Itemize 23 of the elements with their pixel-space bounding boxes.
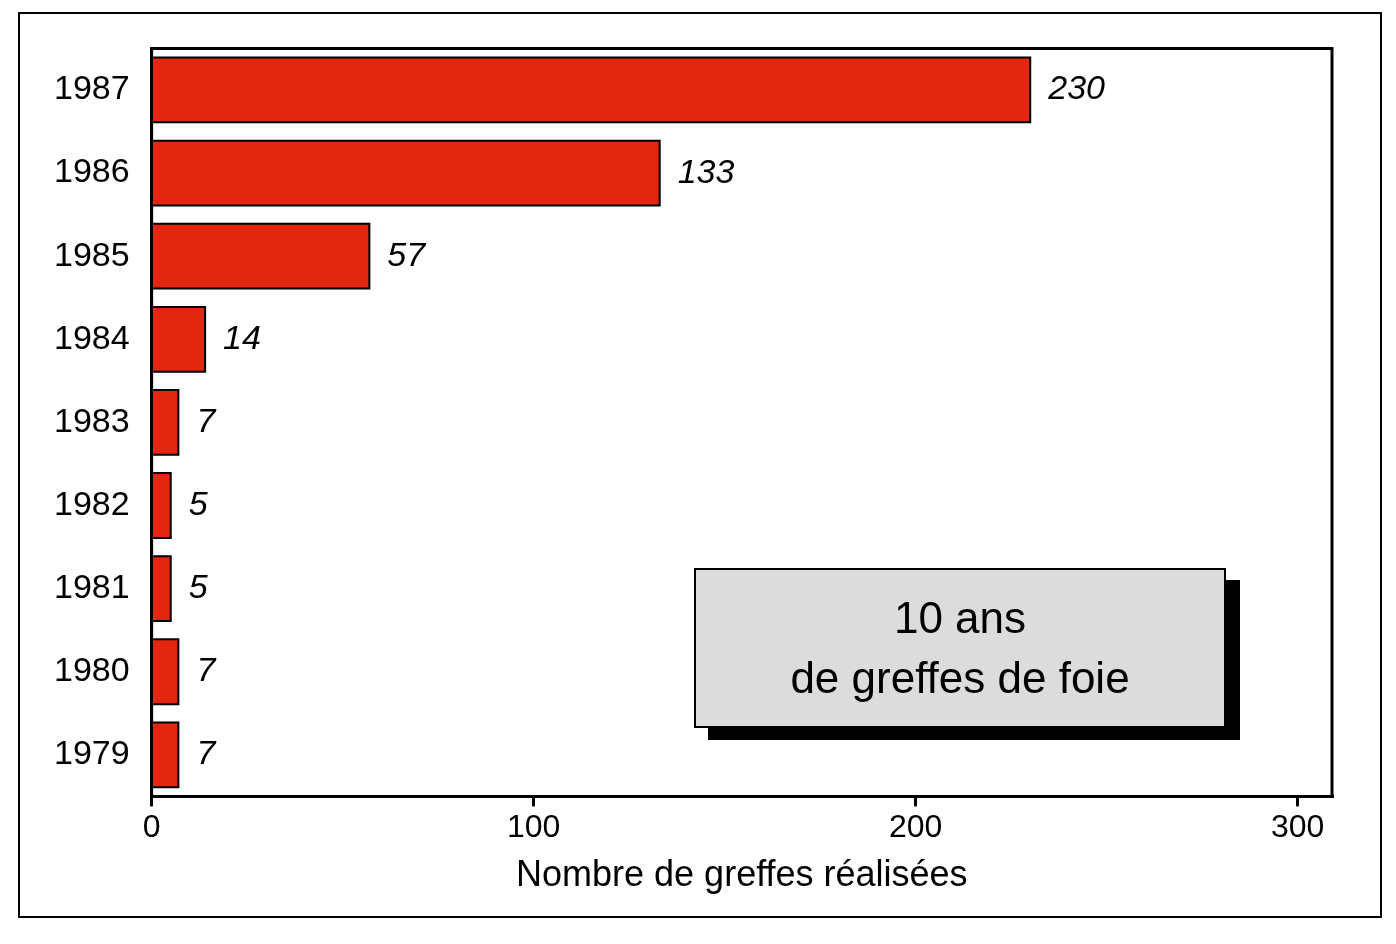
data-label: 7 — [196, 650, 217, 689]
y-tick-label: 1987 — [54, 68, 130, 107]
y-tick-label: 1980 — [54, 650, 130, 689]
data-label: 7 — [196, 400, 217, 439]
x-tick-label: 0 — [142, 808, 161, 845]
data-label: 5 — [188, 567, 208, 606]
y-tick-label: 1984 — [54, 317, 130, 356]
data-label: 133 — [677, 151, 735, 190]
y-tick-label: 1986 — [54, 151, 130, 190]
y-tick-label: 1981 — [54, 567, 130, 605]
y-tick-label: 1982 — [54, 483, 130, 522]
x-tick-label: 100 — [506, 808, 561, 845]
data-label: 230 — [1047, 68, 1106, 107]
y-tick-label: 1985 — [54, 234, 130, 273]
y-tick-label: 1983 — [54, 400, 130, 439]
y-tick-label: 1979 — [54, 733, 130, 772]
data-label: 14 — [223, 317, 261, 356]
data-label: 5 — [188, 483, 208, 522]
x-axis-title: Nombre de greffes réalisées — [516, 853, 968, 895]
x-tick-label: 300 — [1270, 808, 1325, 845]
x-tick-label: 200 — [888, 808, 943, 845]
data-label: 7 — [196, 733, 217, 772]
data-label: 57 — [387, 234, 427, 273]
